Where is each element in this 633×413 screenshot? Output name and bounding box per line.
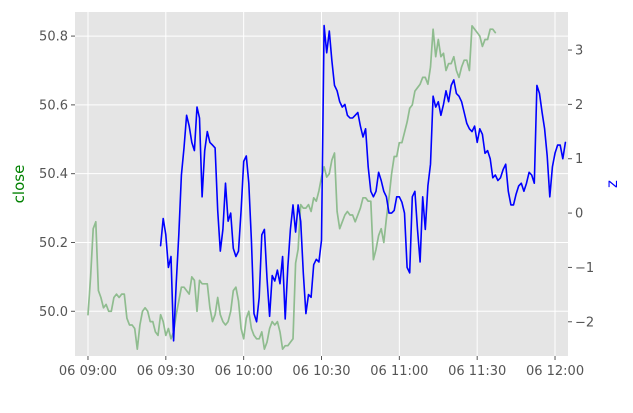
- left-y-tick-labels: 50.0 50.2 50.4 50.6 50.8: [39, 30, 75, 320]
- right-y-tick-labels: −2 −1 0 1 2 3: [568, 44, 594, 330]
- right-y-tick-label: 3: [575, 44, 583, 59]
- x-tick-label: 06 09:00: [59, 364, 117, 379]
- x-tick-label: 06 11:00: [370, 364, 428, 379]
- left-y-tick-label: 50.4: [39, 167, 68, 182]
- right-axis-title: z: [603, 180, 621, 188]
- close-series-line: [87, 24, 497, 350]
- x-tick-label: 06 12:00: [526, 364, 584, 379]
- left-y-tick-label: 50.0: [39, 305, 68, 320]
- right-y-tick-label: 2: [575, 98, 583, 113]
- left-y-tick-label: 50.2: [39, 236, 68, 251]
- z-series-line: [159, 24, 567, 342]
- right-y-tick-label: −1: [575, 261, 594, 276]
- x-tick-labels: 06 09:00 06 09:30 06 10:00 06 10:30 06 11:00…: [59, 356, 584, 379]
- right-y-tick-label: 1: [575, 152, 583, 167]
- x-tick-label: 06 10:00: [215, 364, 273, 379]
- x-tick-label: 06 10:30: [292, 364, 350, 379]
- left-axis-title: close: [10, 165, 28, 204]
- x-tick-label: 06 11:30: [448, 364, 506, 379]
- left-y-tick-label: 50.8: [39, 30, 68, 45]
- right-y-tick-label: −2: [575, 315, 594, 330]
- right-y-tick-label: 0: [575, 207, 583, 222]
- x-tick-label: 06 09:30: [137, 364, 195, 379]
- left-y-tick-label: 50.6: [39, 98, 68, 113]
- series-layer: [87, 24, 567, 350]
